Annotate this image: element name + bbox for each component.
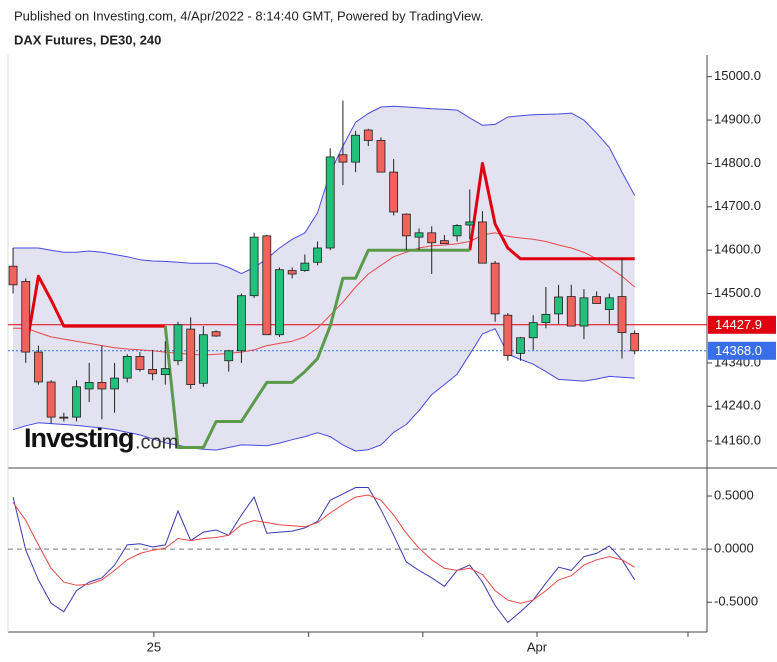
candle-body bbox=[110, 377, 119, 390]
band-fill bbox=[13, 106, 635, 451]
candle-body bbox=[617, 296, 627, 333]
candle-body bbox=[592, 296, 602, 304]
y-tick-label: -0.5000 bbox=[714, 594, 758, 609]
candle-body bbox=[84, 382, 94, 390]
candle-body bbox=[478, 221, 487, 264]
price-label: 14368.0 bbox=[715, 343, 762, 358]
y-tick-label: 14160.0 bbox=[714, 432, 761, 447]
candle-body bbox=[8, 265, 18, 286]
candle-body bbox=[503, 314, 513, 356]
candle-body bbox=[287, 270, 297, 275]
y-tick-label: 14800.0 bbox=[714, 155, 761, 170]
candle-body bbox=[186, 328, 196, 385]
candle-body bbox=[414, 232, 424, 238]
y-tick-label: 14240.0 bbox=[714, 398, 761, 413]
candle-body bbox=[21, 280, 31, 353]
candle-body bbox=[439, 240, 449, 245]
candle-body bbox=[427, 232, 437, 244]
candle-body bbox=[376, 140, 386, 173]
y-tick-label: 14700.0 bbox=[714, 198, 761, 213]
candle-body bbox=[325, 156, 335, 249]
candle-body bbox=[262, 235, 272, 336]
indicator-line bbox=[13, 105, 636, 275]
candle-body bbox=[237, 295, 246, 352]
indicator-line bbox=[12, 328, 635, 452]
candle-body bbox=[148, 369, 158, 375]
oscillator-line bbox=[12, 487, 636, 624]
price-label-box bbox=[708, 315, 776, 334]
candle-body bbox=[516, 337, 525, 354]
indicator-line bbox=[13, 232, 636, 356]
candle-body bbox=[173, 324, 183, 362]
y-tick-label: 14500.0 bbox=[714, 285, 761, 300]
price-label-box bbox=[708, 341, 776, 360]
x-tick-label: 25 bbox=[147, 639, 161, 654]
candle-body bbox=[389, 171, 399, 213]
candle-body bbox=[300, 262, 310, 271]
y-tick-label: 14900.0 bbox=[714, 111, 761, 126]
published-note: Published on Investing.com, 4/Apr/2022 -… bbox=[14, 8, 483, 23]
candle-body bbox=[541, 313, 551, 323]
candle-body bbox=[135, 356, 145, 370]
candle-body bbox=[528, 322, 538, 339]
candle-body bbox=[630, 333, 640, 352]
price-label: 14427.9 bbox=[715, 317, 762, 332]
candle-body bbox=[363, 129, 373, 141]
candle-body bbox=[338, 154, 348, 163]
candle-body bbox=[554, 296, 563, 315]
candle-body bbox=[351, 134, 360, 163]
candle-body bbox=[97, 382, 107, 390]
watermark: .com bbox=[135, 431, 178, 453]
chart-title: DAX Futures, DE30, 240 bbox=[14, 32, 161, 47]
candle-body bbox=[313, 247, 322, 263]
indicator-line bbox=[163, 248, 470, 449]
candle-body bbox=[275, 269, 284, 336]
candle-body bbox=[579, 297, 589, 327]
candle-body bbox=[490, 262, 500, 315]
candle-body bbox=[566, 296, 576, 327]
y-tick-label: 0.5000 bbox=[714, 487, 754, 502]
indicator-line bbox=[24, 161, 635, 352]
candle-body bbox=[160, 368, 170, 376]
candle-body bbox=[224, 350, 234, 362]
candle-body bbox=[46, 381, 56, 418]
y-tick-label: 0.0000 bbox=[714, 541, 754, 556]
candle-body bbox=[34, 351, 43, 383]
candle-body bbox=[465, 221, 475, 226]
candle-body bbox=[249, 236, 259, 297]
candle-body bbox=[72, 386, 81, 418]
candle-body bbox=[211, 331, 221, 337]
candle-body bbox=[198, 334, 208, 384]
candle-body bbox=[604, 297, 614, 310]
candle-body bbox=[122, 356, 132, 379]
watermark: Investing bbox=[24, 423, 134, 453]
candle-body bbox=[401, 213, 411, 237]
oscillator-line bbox=[12, 494, 635, 604]
x-tick-label: Apr bbox=[527, 639, 548, 654]
candle-body bbox=[452, 225, 462, 237]
y-tick-label: 14600.0 bbox=[714, 242, 761, 257]
y-tick-label: 15000.0 bbox=[714, 68, 761, 83]
candle-body bbox=[59, 416, 69, 419]
